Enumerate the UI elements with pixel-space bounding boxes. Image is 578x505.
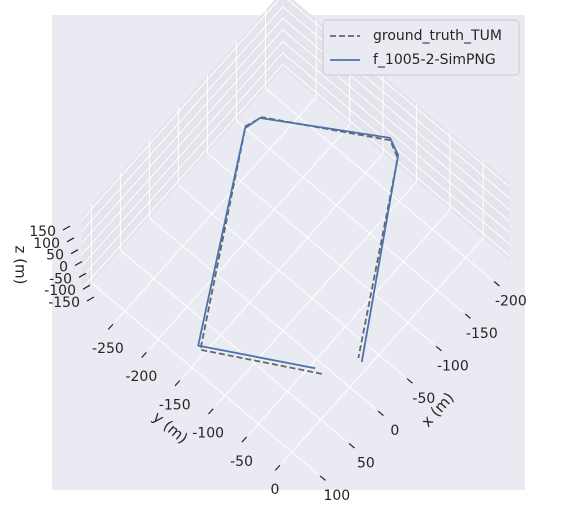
z-tick bbox=[70, 249, 79, 255]
grid-line bbox=[178, 185, 406, 378]
grid-line bbox=[81, 41, 284, 267]
y-tick-label: -250 bbox=[92, 341, 124, 357]
z-tick-label: 50 bbox=[46, 248, 64, 264]
grid-line bbox=[149, 217, 377, 410]
grid-line bbox=[248, 209, 451, 436]
x-tick bbox=[464, 313, 471, 319]
x-tick bbox=[348, 443, 355, 449]
y-tick bbox=[107, 323, 114, 330]
x-tick-label: -200 bbox=[495, 294, 527, 310]
y-tick-label: -200 bbox=[125, 369, 157, 385]
y-tick-label: 0 bbox=[270, 482, 279, 498]
z-tick bbox=[62, 225, 71, 231]
z-tick-label: 100 bbox=[33, 236, 60, 252]
x-tick-label: 0 bbox=[390, 423, 399, 439]
grid-line bbox=[91, 282, 319, 475]
z-tick-label: -100 bbox=[44, 283, 76, 299]
grid-line bbox=[236, 120, 464, 313]
z-tick bbox=[66, 237, 75, 243]
pane bbox=[81, 0, 283, 294]
grid-line bbox=[147, 125, 350, 351]
y-tick-label: -150 bbox=[159, 397, 191, 413]
grid-line bbox=[282, 17, 510, 210]
ticks: -200-150-100-50050100-250-200-150-100-50… bbox=[29, 224, 526, 504]
z-tick-label: 150 bbox=[29, 224, 56, 240]
z-tick bbox=[86, 296, 95, 302]
grid-line bbox=[214, 181, 417, 407]
x-tick-label: -150 bbox=[466, 326, 498, 342]
z-tick bbox=[74, 260, 83, 267]
z-tick-label: -50 bbox=[49, 271, 72, 287]
grid-line bbox=[282, 40, 510, 233]
z-tick bbox=[82, 284, 91, 290]
y-tick bbox=[141, 352, 147, 359]
grid-line bbox=[181, 153, 384, 379]
x-tick-label: 100 bbox=[323, 488, 350, 504]
y-tick bbox=[208, 408, 214, 415]
grid-line bbox=[282, 63, 510, 256]
grid-line bbox=[120, 250, 348, 442]
grid-line bbox=[81, 18, 284, 244]
trajectory bbox=[199, 116, 399, 375]
grid-line bbox=[81, 52, 284, 279]
z-tick-label: -150 bbox=[48, 295, 80, 311]
z-axis-label: z (m) bbox=[12, 246, 30, 285]
grid-line bbox=[207, 152, 435, 345]
grid-line bbox=[81, 29, 284, 256]
x-tick bbox=[493, 281, 500, 287]
grid-line bbox=[281, 237, 484, 464]
x-tick bbox=[319, 475, 326, 481]
y-tick-label: -50 bbox=[230, 454, 253, 470]
z-tick bbox=[78, 272, 87, 278]
x-tick-label: -100 bbox=[437, 358, 469, 374]
grid-line bbox=[114, 96, 317, 323]
x-tick bbox=[406, 378, 413, 384]
plot-background bbox=[52, 15, 525, 490]
x-tick-label: -50 bbox=[412, 391, 435, 407]
lines bbox=[197, 116, 400, 375]
y-tick bbox=[174, 380, 181, 387]
y-tick-label: -100 bbox=[192, 426, 224, 442]
x-tick bbox=[377, 410, 384, 417]
x-tick-label: 50 bbox=[357, 456, 375, 472]
grid-line bbox=[282, 6, 510, 199]
grid-line bbox=[287, 0, 510, 187]
x-tick bbox=[435, 345, 442, 352]
y-tick bbox=[241, 436, 247, 443]
trajectory bbox=[197, 117, 400, 370]
legend-label: ground_truth_TUM bbox=[373, 28, 502, 44]
z-tick-label: 0 bbox=[59, 260, 68, 276]
grid-line bbox=[81, 6, 284, 233]
grid-line bbox=[282, 29, 510, 222]
legend: ground_truth_TUM f_1005-2-SimPNG bbox=[322, 19, 520, 76]
grid-line bbox=[265, 88, 493, 280]
grid-line bbox=[81, 0, 280, 221]
legend-label: f_1005-2-SimPNG bbox=[373, 52, 496, 68]
legend-box bbox=[322, 19, 520, 76]
grid-line bbox=[81, 64, 284, 290]
y-tick bbox=[274, 464, 281, 471]
